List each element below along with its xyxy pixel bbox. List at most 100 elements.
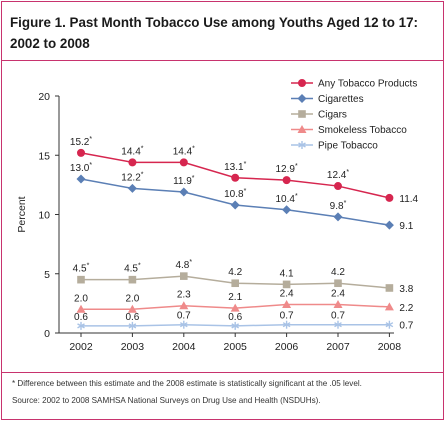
data-point (231, 279, 239, 288)
data-point (230, 200, 240, 210)
data-point (334, 320, 342, 329)
significance-marker: * (138, 263, 141, 270)
x-tick-label: 2004 (172, 341, 196, 353)
data-label: 3.8 (399, 284, 413, 295)
data-point (77, 148, 85, 157)
data-label: 9.8* (330, 200, 347, 212)
data-point (333, 300, 343, 309)
x-tick-label: 2007 (326, 341, 350, 353)
significance-marker: * (295, 193, 298, 200)
significance-marker: * (192, 145, 195, 152)
chart-area: 0 5 10 15 20 2002 2003 2004 2005 2006 2007 2008 Perc… (2, 62, 443, 372)
source-note: Source: 2002 to 2008 SAMHSA National Sur… (12, 396, 321, 405)
data-point (282, 205, 292, 215)
data-point (334, 279, 342, 288)
data-point (128, 158, 137, 167)
data-label: 11.9* (173, 175, 195, 187)
significance-marker: * (192, 175, 195, 182)
data-label: 4.5* (73, 263, 90, 275)
data-point (128, 275, 137, 284)
x-tick-label: 2006 (275, 341, 299, 353)
data-label: 12.4* (327, 169, 349, 181)
y-tick-label: 15 (38, 150, 50, 162)
data-point (76, 174, 86, 184)
footer-divider (2, 372, 443, 373)
data-point (179, 301, 189, 310)
title-divider (2, 60, 443, 61)
data-label: 4.2 (228, 267, 242, 278)
data-label: 14.4* (121, 145, 143, 157)
data-label: 0.6 (74, 312, 88, 323)
data-label: 0.6 (228, 312, 242, 323)
legend-marker (298, 79, 306, 87)
data-label: 2.2 (399, 303, 413, 314)
data-label: 0.7 (331, 311, 345, 322)
data-label: 0.7 (280, 311, 294, 322)
data-point (127, 183, 137, 193)
data-label: 10.4* (275, 193, 297, 205)
significance-marker: * (189, 259, 192, 266)
significance-marker: * (244, 188, 247, 195)
line-chart: 0 5 10 15 20 2002 2003 2004 2005 2006 2007 2008 Perc… (16, 79, 419, 354)
data-label: 0.7 (177, 311, 191, 322)
data-label: 12.9* (275, 163, 297, 175)
data-point (385, 320, 394, 329)
x-tick-label: 2005 (224, 341, 248, 353)
legend-item: Cigarettes (291, 94, 364, 105)
data-label: 13.0* (70, 162, 92, 174)
data-labels-layer: 15.2* 14.4* 14.4* 13.1* 12.9* 12.4* 11.4 13.0* 1… (70, 136, 419, 332)
legend-label: Any Tobacco Products (318, 79, 417, 90)
data-point (76, 304, 86, 313)
data-label: 15.2* (70, 136, 92, 148)
data-point (77, 321, 85, 330)
x-tick-label: 2008 (378, 341, 402, 353)
data-point (128, 321, 137, 330)
x-tick-label: 2002 (69, 341, 93, 353)
data-label: 10.8* (224, 188, 246, 200)
figure-title: Figure 1. Past Month Tobacco Use among Y… (10, 15, 418, 51)
data-point (282, 280, 291, 289)
legend-marker (297, 94, 307, 103)
legend-item: Any Tobacco Products (291, 79, 417, 90)
data-label: 13.1* (224, 161, 246, 173)
y-tick-label: 10 (38, 210, 50, 222)
legend-marker (298, 141, 306, 149)
data-label: 2.4 (280, 289, 294, 300)
data-point (179, 320, 188, 329)
data-point (282, 300, 292, 309)
data-label: 4.5* (124, 263, 141, 275)
significance-marker: * (89, 162, 92, 169)
data-point (282, 320, 291, 329)
y-tick-label: 20 (38, 91, 50, 103)
data-label: 14.4* (173, 145, 195, 157)
y-tick-label: 5 (44, 269, 50, 281)
significance-marker: * (87, 263, 90, 270)
data-label: 11.4 (399, 194, 418, 205)
y-axis-title: Percent (16, 196, 28, 232)
data-point (385, 193, 394, 202)
data-point (385, 284, 394, 292)
data-point (127, 304, 137, 313)
significance-marker: * (89, 136, 92, 143)
legend-item: Cigars (291, 110, 347, 121)
significance-marker: * (141, 171, 144, 178)
legend-item: Pipe Tobacco (291, 141, 378, 152)
data-label: 2.1 (228, 292, 242, 303)
data-label: 4.1 (280, 268, 294, 279)
data-label: 0.6 (125, 312, 139, 323)
data-point (384, 302, 394, 311)
data-point (77, 275, 85, 284)
significance-footnote: * Difference between this estimate and t… (12, 379, 362, 388)
chart-axes: 0 5 10 15 20 2002 2003 2004 2005 2006 2007 2008 Perc… (16, 91, 401, 353)
data-label: 2.0 (74, 293, 88, 304)
data-point (333, 212, 343, 222)
data-point (231, 173, 240, 182)
legend-label: Cigars (318, 110, 347, 121)
legend-label: Cigarettes (318, 94, 364, 105)
y-tick-label: 0 (44, 328, 50, 340)
data-point (179, 187, 189, 197)
data-point (180, 272, 188, 280)
x-tick-label: 2003 (121, 341, 145, 353)
data-point (282, 176, 291, 185)
